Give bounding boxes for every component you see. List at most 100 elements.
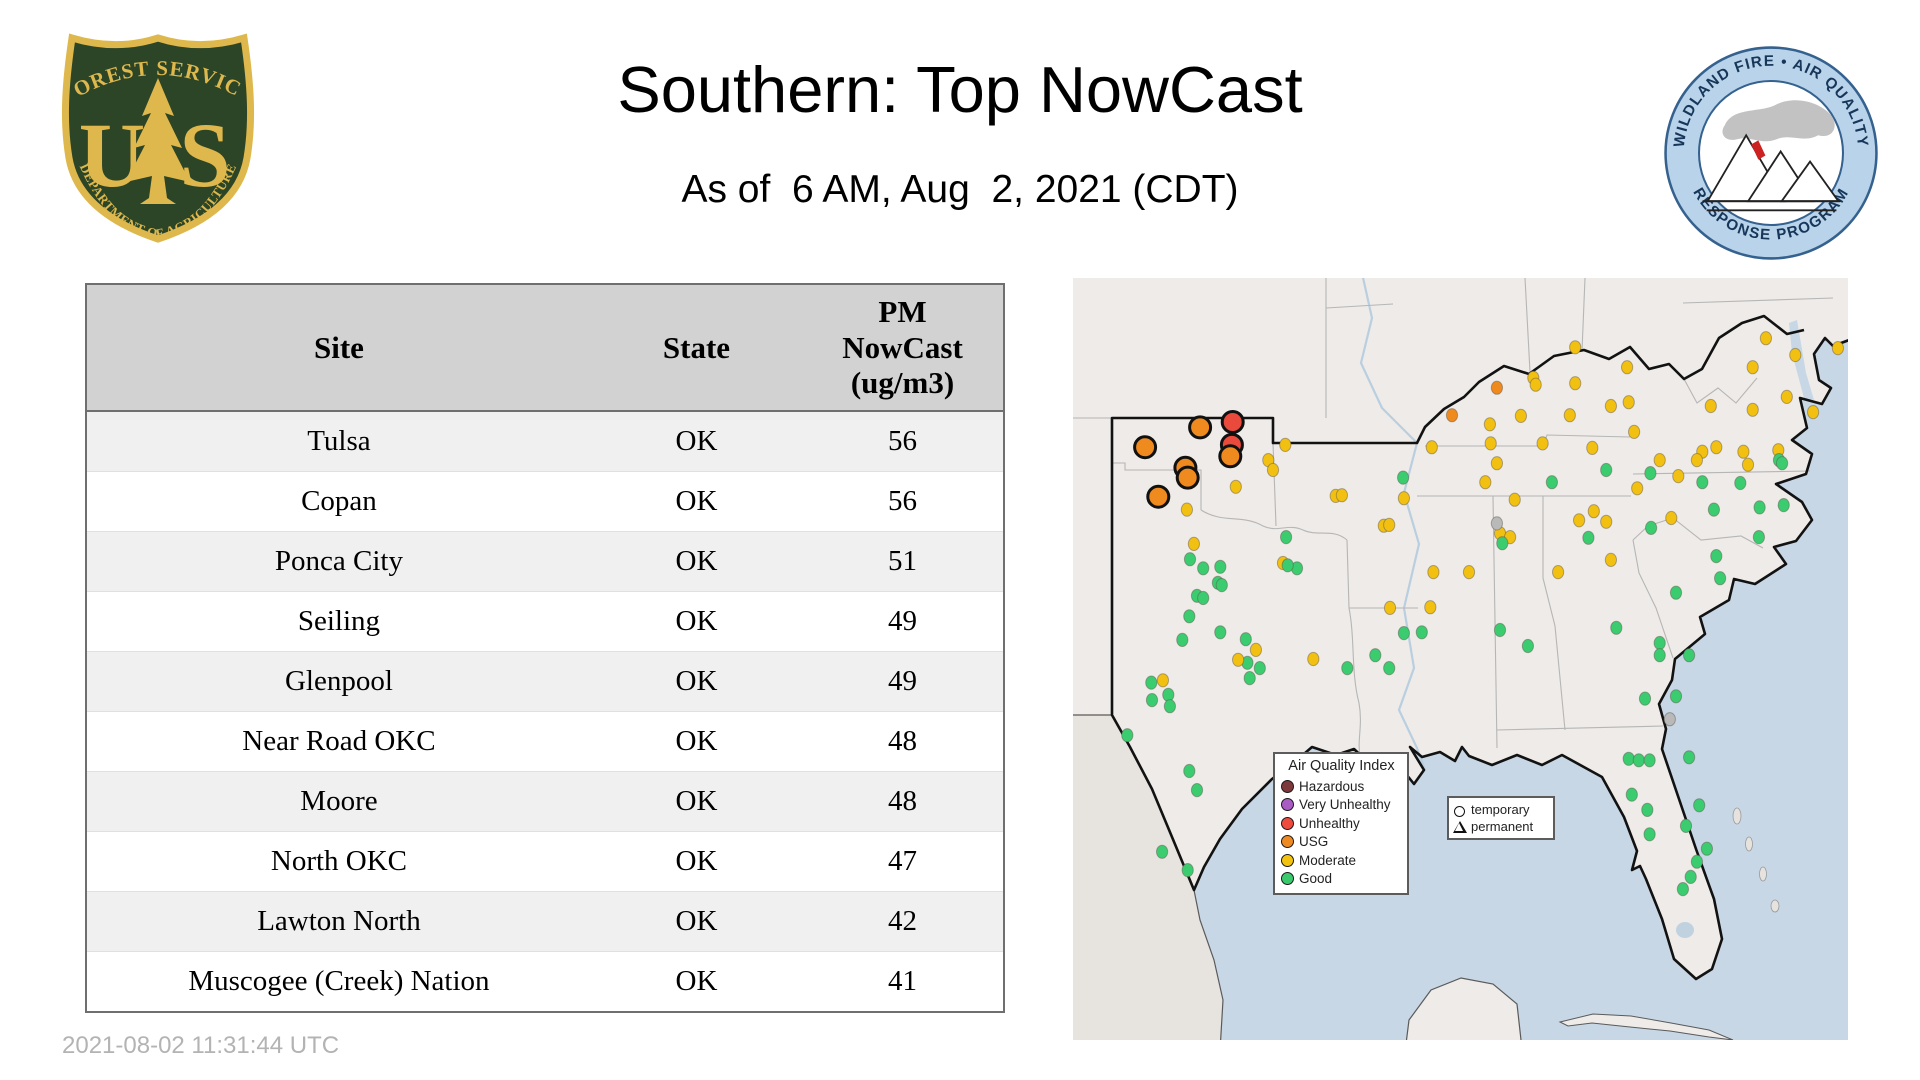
temporary-label: temporary — [1471, 802, 1530, 817]
monitor-dot-g — [1253, 661, 1266, 676]
monitor-dot-m — [1563, 408, 1576, 423]
aqi-legend-item: USG — [1281, 833, 1402, 852]
state-cell: OK — [675, 545, 718, 577]
temporary-monitor-r — [1220, 410, 1245, 434]
monitor-dot-m — [1383, 517, 1396, 532]
monitor-markers — [1121, 331, 1845, 897]
monitor-dot-m — [1653, 453, 1666, 468]
monitor-dot-g — [1643, 753, 1656, 768]
value-cell: 48 — [888, 725, 918, 757]
monitor-dot-m — [1831, 341, 1845, 356]
value-cell: 41 — [888, 965, 918, 997]
monitor-dot-m — [1690, 453, 1704, 468]
fire-mark-icon — [1751, 140, 1766, 160]
temporary-monitor-o — [1175, 465, 1200, 490]
aqi-legend-label: Very Unhealthy — [1299, 797, 1391, 813]
monitor-dot-g — [1683, 750, 1696, 765]
wfaqrp-logo: WILDLAND FIRE • AIR QUALITY RESPONSE PRO… — [1664, 46, 1878, 260]
permanent-label: permanent — [1471, 819, 1534, 834]
monitor-dot-m — [1569, 376, 1582, 391]
monitor-dot-g — [1753, 500, 1766, 515]
column-header-0: Site — [86, 284, 591, 412]
lake-okeechobee — [1676, 922, 1694, 938]
temporary-marker-icon — [1453, 803, 1467, 817]
monitor-dot-g — [1415, 625, 1428, 640]
monitor-dot-m — [1479, 475, 1492, 490]
monitor-dot-m — [1536, 436, 1549, 451]
monitor-dot-m — [1232, 652, 1245, 667]
site-cell: Seiling — [297, 605, 381, 637]
state-cell: OK — [675, 905, 718, 937]
monitor-dot-m — [1604, 398, 1618, 414]
monitor-dot-g — [1145, 675, 1158, 690]
land-yucatan — [1405, 977, 1522, 1040]
state-cell: OK — [675, 665, 718, 697]
monitor-dot-m — [1307, 651, 1320, 667]
monitor-dot-m — [1672, 469, 1685, 484]
value-cell: 49 — [888, 605, 918, 637]
monitor-dot-m — [1397, 491, 1410, 506]
aqi-legend-title: Air Quality Index — [1288, 758, 1395, 774]
monitor-dot-g — [1752, 530, 1766, 545]
site-cell: Moore — [300, 785, 378, 817]
aqi-swatch-icon — [1281, 798, 1294, 812]
aqi-swatch-icon — [1281, 835, 1294, 849]
monitor-dot-g — [1653, 648, 1666, 663]
table-row: Glenpool OK 49 — [86, 651, 1004, 712]
monitor-dot-m — [1780, 389, 1793, 405]
monitor-dot-m — [1529, 377, 1542, 392]
temporary-row: temporary — [1453, 801, 1549, 818]
chesapeake-bay — [1789, 320, 1814, 400]
column-header-2: PM NowCast (ug/m3) — [802, 284, 1004, 412]
monitor-dot-m — [1249, 642, 1262, 657]
monitor-dot-g — [1693, 798, 1706, 813]
monitor-dot-g — [1214, 625, 1227, 640]
monitor-dot-g — [1190, 782, 1204, 798]
table-row: Tulsa OK 56 — [86, 411, 1004, 472]
aqi-legend-item: Moderate — [1281, 851, 1402, 870]
value-cell: 56 — [888, 485, 918, 517]
monitor-dot-m — [1759, 331, 1773, 346]
state-cell: OK — [675, 725, 718, 757]
monitor-dot-m — [1266, 462, 1280, 478]
monitor-dot-m — [1552, 565, 1565, 580]
monitor-dot-g — [1582, 530, 1595, 545]
monitor-dot-g — [1600, 462, 1613, 478]
aqi-legend-label: Hazardous — [1299, 778, 1365, 794]
nowcast-table: Site State PM NowCast (ug/m3) Tulsa OK 56 Cop… — [85, 283, 1005, 1013]
monitor-dot-g — [1369, 648, 1382, 663]
monitor-dot-m — [1621, 360, 1634, 375]
state-boundaries — [1073, 278, 1834, 756]
monitor-dot-g — [1653, 635, 1666, 651]
value-cell: 51 — [888, 545, 918, 577]
monitor-dot-m — [1586, 440, 1599, 455]
wfaqrp-inner-circle — [1697, 79, 1845, 227]
aqi-swatch-icon — [1281, 779, 1294, 793]
generated-timestamp: 2021-08-02 11:31:44 UTC — [62, 1032, 340, 1059]
monitor-dot-m — [1187, 536, 1201, 551]
table-header: Site State PM NowCast (ug/m3) — [86, 284, 1004, 412]
permanent-row: permanent — [1453, 818, 1549, 835]
monitor-dot-g — [1156, 844, 1169, 859]
value-cell: 56 — [888, 425, 918, 457]
value-cell: 49 — [888, 665, 918, 697]
monitor-dot-m — [1573, 513, 1586, 528]
monitor-dot-g — [1197, 561, 1210, 576]
temporary-monitor-o — [1133, 435, 1158, 460]
monitor-dot-g — [1696, 475, 1709, 490]
monitor-dot-o — [1445, 408, 1459, 423]
table-row: Near Road OKC OK 48 — [86, 711, 1004, 772]
monitor-dot-g — [1214, 559, 1227, 574]
monitor-dot-g — [1645, 520, 1658, 535]
table-row: Moore OK 48 — [86, 771, 1004, 832]
monitor-dot-g — [1625, 787, 1638, 802]
monitor-dot-g — [1493, 622, 1507, 638]
monitor-dot-g — [1638, 691, 1652, 706]
monitor-dot-m — [1600, 514, 1613, 529]
aqi-swatch-icon — [1281, 853, 1294, 867]
monitor-dot-g — [1632, 753, 1645, 768]
monitor-dot-g — [1341, 661, 1354, 676]
monitor-dot-g — [1707, 502, 1721, 517]
monitor-dot-g — [1641, 802, 1654, 818]
